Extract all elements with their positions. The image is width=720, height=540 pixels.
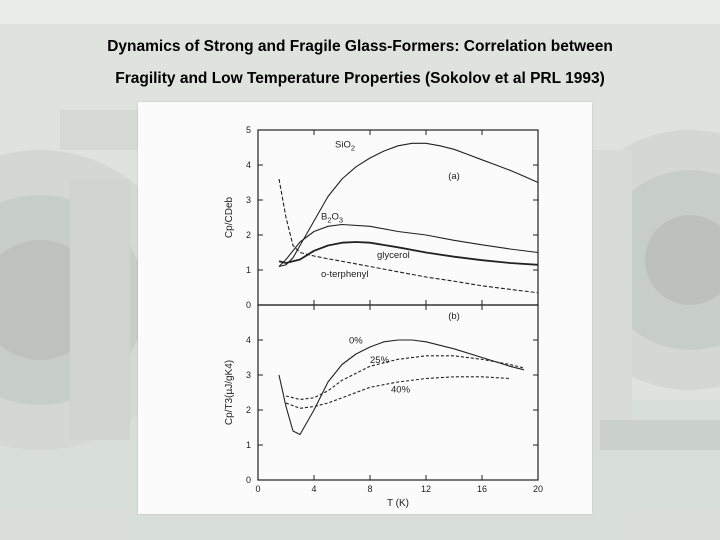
x-tick-label: 20 (533, 484, 543, 494)
y-tick-label: 3 (246, 370, 251, 380)
series-label: 0% (349, 336, 363, 347)
series-line-glycerol (278, 241, 539, 266)
y-tick-label: 2 (246, 230, 251, 240)
panel-label: (b) (448, 311, 460, 322)
y-tick-label: 2 (246, 405, 251, 415)
series-label: glycerol (377, 250, 410, 261)
series-label: SiO2 (335, 140, 355, 153)
y-tick-label: 1 (246, 265, 251, 275)
y-tick-label: 5 (246, 125, 251, 135)
series-line-oterphenyl (278, 178, 539, 294)
series-label: o-terphenyl (321, 269, 369, 280)
x-tick-label: 12 (421, 484, 431, 494)
slide-title-line-1: Dynamics of Strong and Fragile Glass-For… (107, 38, 613, 55)
panel-frame (257, 129, 539, 306)
slide-title-line-2: Fragility and Low Temperature Properties… (115, 70, 605, 87)
series-line-0 (278, 339, 525, 436)
x-tick-label: 16 (477, 484, 487, 494)
series-label: B2O3 (321, 211, 343, 224)
series-line-sio2 (278, 142, 539, 268)
x-tick-label: 0 (255, 484, 260, 494)
series-line-b2o3 (278, 223, 539, 267)
figure-panel: 0 1 2 3 4 5 (a) Cp/CDeb SiO2 B2O3 glycerol o-terphe… (138, 102, 592, 514)
y-tick-label: 1 (246, 440, 251, 450)
y-axis-label: Cp/CDeb (224, 197, 235, 239)
panel-label: (a) (448, 171, 460, 182)
chart-svg: 012345(a)Cp/CDebSiO2B2O3glycerolo-terphe… (224, 125, 543, 509)
background-machine-right (560, 130, 720, 450)
x-tick-label: 8 (367, 484, 372, 494)
x-tick-label: 4 (311, 484, 316, 494)
y-tick-label: 0 (246, 475, 251, 485)
y-tick-label: 4 (246, 160, 251, 170)
series-label: 40% (391, 385, 411, 396)
y-tick-label: 0 (246, 300, 251, 310)
x-axis-label: T (K) (387, 498, 409, 509)
background-ceiling (0, 0, 720, 24)
panel-frame (257, 304, 539, 481)
panel-0: 0 1 2 3 4 5 (a) Cp/CDeb SiO2 B2O3 glycerol o-terphe… (224, 125, 539, 310)
series-line-25 (285, 355, 525, 401)
y-axis-label: Cp/T3(µJ/gK4) (224, 360, 235, 425)
y-tick-label: 4 (246, 335, 251, 345)
y-tick-label: 3 (246, 195, 251, 205)
series-label: 25% (370, 355, 390, 366)
series-line-40 (285, 376, 511, 409)
